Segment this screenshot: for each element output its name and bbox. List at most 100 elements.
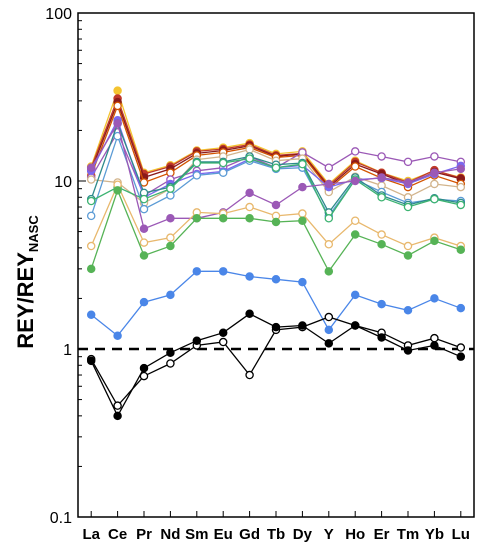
data-point	[324, 240, 334, 249]
data-point	[245, 188, 254, 198]
data-point	[324, 325, 334, 335]
data-point	[218, 267, 228, 276]
series-layer	[86, 86, 466, 421]
data-point	[86, 310, 96, 319]
data-point	[350, 147, 360, 156]
data-point	[218, 328, 228, 337]
data-point	[192, 214, 202, 223]
y-tick-label: 1	[63, 342, 72, 359]
data-point	[139, 363, 149, 373]
series-12	[86, 180, 466, 251]
y-axis-title-subscript: NASC	[26, 215, 41, 252]
data-point	[324, 312, 334, 322]
data-point	[166, 191, 175, 200]
data-point	[350, 216, 360, 225]
data-point	[377, 240, 386, 249]
x-tick-label-lu: Lu	[452, 526, 470, 543]
data-point	[245, 272, 254, 281]
data-point	[139, 238, 149, 247]
data-point	[192, 171, 202, 180]
data-point	[113, 186, 122, 195]
data-point	[166, 348, 175, 357]
data-point	[430, 294, 439, 303]
data-point	[113, 119, 122, 128]
y-axis-title-main: REY/REY	[13, 252, 38, 349]
series-14	[86, 267, 466, 340]
data-point	[298, 277, 307, 287]
series-13	[86, 186, 466, 276]
data-point	[403, 241, 413, 251]
data-point	[377, 230, 386, 239]
series-10	[86, 154, 466, 223]
axis-layer: 0.1 1 10 100 La Ce Pr Nd Sm Eu Gd Tb Dy Y Ho Er Tm Yb Lu	[45, 6, 470, 543]
x-tick-label-y: Y	[324, 526, 334, 543]
data-point	[403, 251, 413, 260]
data-point	[430, 168, 439, 177]
data-point	[377, 193, 386, 202]
data-point	[430, 341, 439, 350]
data-point	[298, 216, 307, 225]
data-point	[430, 194, 439, 204]
data-point	[86, 356, 96, 366]
data-point	[377, 333, 386, 342]
data-point	[271, 163, 281, 172]
data-point	[166, 290, 175, 300]
data-point	[245, 202, 254, 212]
data-point	[166, 233, 175, 242]
data-point	[456, 245, 466, 254]
data-point	[139, 297, 149, 307]
data-point	[245, 370, 254, 380]
data-point	[166, 359, 175, 368]
plot-frame	[77, 12, 475, 518]
data-point	[218, 214, 228, 223]
plot-frame-layer	[77, 12, 475, 518]
data-point	[456, 303, 466, 313]
data-point	[403, 178, 413, 187]
x-tick-label-ce: Ce	[108, 526, 127, 543]
x-tick-label-sm: Sm	[185, 526, 208, 543]
data-point	[86, 196, 96, 206]
data-point	[324, 339, 334, 348]
data-point	[113, 101, 122, 111]
data-point	[166, 184, 175, 193]
data-point	[456, 164, 466, 174]
data-point	[430, 333, 439, 343]
data-point	[377, 299, 386, 309]
x-tick-label-nd: Nd	[160, 526, 180, 543]
data-point	[245, 154, 254, 163]
data-point	[350, 321, 360, 330]
data-point	[139, 204, 149, 214]
x-tick-label-eu: Eu	[214, 526, 233, 543]
data-point	[218, 158, 228, 168]
data-point	[166, 214, 175, 223]
data-point	[245, 145, 254, 154]
data-point	[139, 194, 149, 204]
data-point	[271, 275, 281, 284]
data-point	[350, 162, 360, 171]
data-point	[271, 322, 281, 332]
data-point	[86, 163, 96, 172]
svg-text:REY/REYNASC: REY/REYNASC	[13, 215, 41, 349]
data-point	[113, 86, 122, 95]
data-point	[430, 236, 439, 246]
data-point	[403, 157, 413, 167]
data-point	[403, 202, 413, 212]
data-point	[324, 214, 334, 223]
y-axis-title: REY/REYNASC	[13, 215, 41, 349]
data-point	[298, 321, 307, 330]
data-point	[271, 217, 281, 227]
data-point	[86, 264, 96, 274]
data-point	[456, 343, 466, 352]
data-point	[456, 200, 466, 210]
data-point	[430, 152, 439, 161]
data-point	[298, 159, 307, 169]
x-tick-label-tm: Tm	[397, 526, 420, 543]
data-point	[192, 336, 202, 345]
data-point	[166, 168, 175, 177]
series-16	[86, 309, 466, 421]
data-point	[350, 230, 360, 239]
data-point	[218, 168, 228, 177]
x-tick-label-tb: Tb	[267, 526, 285, 543]
y-tick-label: 10	[54, 174, 72, 191]
x-tick-label-ho: Ho	[345, 526, 365, 543]
